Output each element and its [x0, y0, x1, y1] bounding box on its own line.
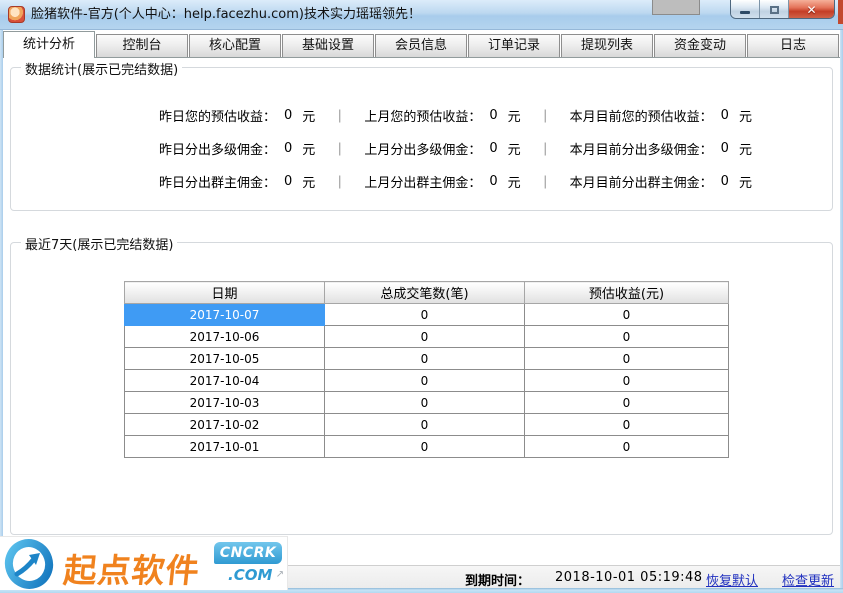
table-row[interactable]: 2017-10-07 0 0: [124, 303, 729, 326]
cell-count[interactable]: 0: [324, 391, 525, 414]
cncrk-badge: CNCRK: [214, 542, 282, 564]
header-estimated-income[interactable]: 预估收益(元): [524, 281, 729, 304]
tab-order-records[interactable]: 订单记录: [468, 34, 560, 57]
stat-lastmonth-income: 上月您的预估收益： 0 元: [364, 107, 521, 125]
stat-yesterday-groupowner: 昨日分出群主佣金： 0 元: [159, 173, 316, 191]
external-link-icon: ↗: [275, 569, 285, 580]
minimize-button[interactable]: [731, 0, 760, 18]
stat-separator: ｜: [538, 142, 552, 158]
table-row[interactable]: 2017-10-02 0 0: [124, 413, 729, 436]
tab-core-config[interactable]: 核心配置: [189, 34, 281, 57]
stat-lastmonth-multilevel: 上月分出多级佣金： 0 元: [364, 140, 521, 158]
cell-income[interactable]: 0: [524, 391, 729, 414]
window-titlebar: 脸猪软件-官方(个人中心：help.facezhu.com)技术实力瑶瑶领先！ …: [0, 0, 843, 30]
app-pig-icon: [8, 6, 25, 23]
group-data-statistics-title: 数据统计(展示已完结数据): [21, 59, 183, 78]
stat-thismonth-income: 本月目前您的预估收益： 0 元: [569, 107, 752, 125]
stat-separator: ｜: [333, 142, 347, 158]
tab-funds-changes[interactable]: 资金变动: [654, 34, 746, 57]
window-border-left: [0, 30, 3, 593]
expiry-value: 2018-10-01 05:19:48: [555, 570, 703, 585]
tab-member-info[interactable]: 会员信息: [375, 34, 467, 57]
stats-row-groupowner-commission: 昨日分出群主佣金： 0 元 ｜ 上月分出群主佣金： 0 元 ｜ 本月目前分出群主佣金： 0…: [159, 171, 832, 191]
cell-date[interactable]: 2017-10-06: [124, 325, 325, 348]
cell-date[interactable]: 2017-10-01: [124, 435, 325, 458]
cell-date[interactable]: 2017-10-05: [124, 347, 325, 370]
cell-count[interactable]: 0: [324, 303, 525, 326]
close-icon: ✕: [806, 2, 817, 17]
cell-income[interactable]: 0: [524, 369, 729, 392]
cell-date[interactable]: 2017-10-03: [124, 391, 325, 414]
recent-table-header-row: 日期 总成交笔数(笔) 预估收益(元): [124, 281, 729, 304]
stat-separator: ｜: [333, 109, 347, 125]
stat-separator: ｜: [538, 175, 552, 191]
header-date[interactable]: 日期: [124, 281, 325, 304]
cncrk-brand-text: 起点软件: [61, 551, 202, 590]
stat-separator: ｜: [538, 109, 552, 125]
cncrk-watermark: 起点软件 CNCRK .COM ↗: [0, 536, 288, 590]
table-row[interactable]: 2017-10-05 0 0: [124, 347, 729, 370]
recent-table: 日期 总成交笔数(笔) 预估收益(元) 2017-10-07 0 0 2017-…: [124, 281, 729, 458]
cell-income[interactable]: 0: [524, 435, 729, 458]
background-window-fragment: [652, 0, 700, 15]
maximize-icon: [769, 5, 779, 14]
close-button[interactable]: ✕: [789, 0, 834, 18]
stats-row-multilevel-commission: 昨日分出多级佣金： 0 元 ｜ 上月分出多级佣金： 0 元 ｜ 本月目前分出多级佣金： 0…: [159, 138, 832, 158]
stat-yesterday-income: 昨日您的预估收益： 0 元: [159, 107, 316, 125]
stat-thismonth-groupowner: 本月目前分出群主佣金： 0 元: [569, 173, 752, 191]
tab-withdraw-list[interactable]: 提现列表: [561, 34, 653, 57]
window-border-right: [840, 30, 843, 593]
cell-income[interactable]: 0: [524, 325, 729, 348]
expiry-label: 到期时间：: [465, 574, 531, 589]
group-data-statistics: 数据统计(展示已完结数据) 昨日您的预估收益： 0 元 ｜ 上月您的预估收益： 0 元 …: [10, 59, 833, 211]
maximize-button[interactable]: [760, 0, 789, 18]
cncrk-com-text: .COM: [228, 566, 273, 584]
cell-count[interactable]: 0: [324, 369, 525, 392]
tab-strip: 统计分析 控制台 核心配置 基础设置 会员信息 订单记录 提现列表 资金变动 日…: [3, 31, 840, 58]
minimize-icon: [740, 11, 750, 14]
tab-log[interactable]: 日志: [747, 34, 839, 57]
window-controls: ✕: [730, 0, 835, 19]
cell-count[interactable]: 0: [324, 413, 525, 436]
tab-basic-settings[interactable]: 基础设置: [282, 34, 374, 57]
cell-date[interactable]: 2017-10-07: [124, 303, 325, 326]
cell-income[interactable]: 0: [524, 347, 729, 370]
stat-lastmonth-groupowner: 上月分出群主佣金： 0 元: [364, 173, 521, 191]
window-title: 脸猪软件-官方(个人中心：help.facezhu.com)技术实力瑶瑶领先！: [31, 7, 421, 22]
tab-stats-analysis[interactable]: 统计分析: [3, 31, 95, 58]
cell-count[interactable]: 0: [324, 347, 525, 370]
cell-date[interactable]: 2017-10-02: [124, 413, 325, 436]
group-recent-7days: 最近7天(展示已完结数据) 日期 总成交笔数(笔) 预估收益(元) 2017-1…: [10, 234, 833, 535]
stat-thismonth-multilevel: 本月目前分出多级佣金： 0 元: [569, 140, 752, 158]
cell-count[interactable]: 0: [324, 325, 525, 348]
table-row[interactable]: 2017-10-06 0 0: [124, 325, 729, 348]
cell-income[interactable]: 0: [524, 303, 729, 326]
table-row[interactable]: 2017-10-03 0 0: [124, 391, 729, 414]
table-row[interactable]: 2017-10-01 0 0: [124, 435, 729, 458]
table-row[interactable]: 2017-10-04 0 0: [124, 369, 729, 392]
header-order-count[interactable]: 总成交笔数(笔): [324, 281, 525, 304]
background-red-fragment: [838, 0, 843, 24]
cell-count[interactable]: 0: [324, 435, 525, 458]
cncrk-logo-icon: [4, 539, 54, 589]
stats-row-estimated-income: 昨日您的预估收益： 0 元 ｜ 上月您的预估收益： 0 元 ｜ 本月目前您的预估收益： 0…: [159, 105, 832, 125]
window-border-bottom: [0, 588, 843, 593]
stat-yesterday-multilevel: 昨日分出多级佣金： 0 元: [159, 140, 316, 158]
cell-date[interactable]: 2017-10-04: [124, 369, 325, 392]
check-update-link[interactable]: 检查更新: [782, 574, 835, 589]
tab-console[interactable]: 控制台: [96, 34, 188, 57]
group-recent-7days-title: 最近7天(展示已完结数据): [21, 234, 178, 253]
restore-defaults-link[interactable]: 恢复默认: [706, 574, 759, 589]
stats-body: 昨日您的预估收益： 0 元 ｜ 上月您的预估收益： 0 元 ｜ 本月目前您的预估收益： 0…: [11, 68, 832, 191]
stat-separator: ｜: [333, 175, 347, 191]
cell-income[interactable]: 0: [524, 413, 729, 436]
